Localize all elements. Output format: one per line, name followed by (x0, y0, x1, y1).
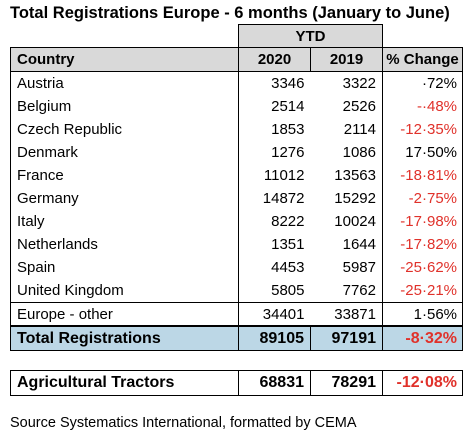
value-2020: 8222 (271, 213, 305, 230)
value-2019: 78291 (310, 370, 383, 396)
ytd-header-row: YTD (11, 24, 463, 48)
agricultural-tractors-row: Agricultural Tractors 68831 78291 -12·08… (10, 370, 463, 396)
value-2020: 68831 (238, 370, 311, 396)
table-row: Czech Republic 1853 2114 -12·35% (10, 118, 463, 141)
country-name: Agricultural Tractors (10, 370, 239, 396)
percent-change: -8·32% (382, 325, 463, 351)
percent-change: 1·56% (382, 302, 463, 326)
percent-change: -2·75% (382, 187, 463, 210)
value-2019: 2114 (310, 118, 383, 141)
value-2019: 2526 (310, 95, 383, 118)
table-row: Germany 14872 15292 -2·75% (10, 187, 463, 210)
column-header-2019: 2019 (310, 47, 383, 72)
table-row: United Kingdom 5805 7762 -25·21% (10, 279, 463, 303)
country-name: Netherlands (10, 233, 239, 256)
percent-change: -25·62% (382, 256, 463, 279)
value-2020: 1853 (271, 121, 305, 138)
country-name: Italy (10, 210, 239, 233)
column-header-country: Country (10, 47, 239, 72)
value-2020: 89105 (238, 325, 311, 351)
value-2020: 5805 (271, 282, 305, 299)
value-2020: 11012 (263, 167, 305, 184)
percent-change: -17·82% (382, 233, 463, 256)
table-row: Belgium 2514 2526 -·48% (10, 95, 463, 118)
europe-other-row: Europe - other 34401 33871 1·56% (10, 302, 463, 326)
page-title: Total Registrations Europe - 6 months (J… (10, 4, 450, 22)
table-row: Austria 3346 3322·72% (10, 71, 463, 95)
value-2019: 33871 (310, 302, 383, 326)
country-name: Denmark (10, 141, 239, 164)
percent-change: -12·08% (382, 370, 463, 396)
table-row: Denmark 1276 1086 17·50% (10, 141, 463, 164)
value-2020: 14872 (262, 190, 305, 207)
percent-change: -18·81% (382, 164, 463, 187)
value-2019: 13563 (310, 164, 383, 187)
percent-change: -12·35% (382, 118, 463, 141)
value-2019: 97191 (310, 325, 383, 351)
value-2020: 4453 (271, 259, 305, 276)
value-2020: 1351 (271, 236, 305, 253)
country-name: France (10, 164, 239, 187)
value-2019: 3322 (310, 71, 383, 95)
percent-change: 17·50% (382, 141, 463, 164)
column-header-row: Country 2020 2019 % Change (10, 47, 463, 72)
percent-change: -25·21% (382, 279, 463, 303)
percent-change: -17·98% (382, 210, 463, 233)
country-name: Europe - other (10, 302, 239, 326)
value-2019: 1086 (310, 141, 383, 164)
country-name: Austria (10, 71, 239, 95)
country-name: Belgium (10, 95, 239, 118)
table-row: Netherlands 1351 1644 -17·82% (10, 233, 463, 256)
table-row: Spain 4453 5987 -25·62% (10, 256, 463, 279)
column-header-change: % Change (382, 47, 463, 72)
table-row: France 11012 13563 -18·81% (10, 164, 463, 187)
country-name: Germany (10, 187, 239, 210)
value-2019: 15292 (310, 187, 383, 210)
column-header-2020: 2020 (238, 47, 311, 72)
value-2019: 5987 (310, 256, 383, 279)
country-name: Total Registrations (10, 325, 239, 351)
country-name: United Kingdom (10, 279, 239, 303)
country-name: Czech Republic (10, 118, 239, 141)
value-2020: 2514 (271, 98, 305, 115)
value-2019: 1644 (310, 233, 383, 256)
table-row: Italy 8222 10024 -17·98% (10, 210, 463, 233)
source-note: Source Systematics International, format… (10, 415, 357, 431)
value-2020: 34401 (238, 302, 311, 326)
tractors-table: Agricultural Tractors 68831 78291 -12·08… (10, 370, 463, 396)
total-registrations-row: Total Registrations 89105 97191 -8·32% (10, 325, 463, 351)
ytd-header: YTD (238, 24, 383, 48)
value-2019: 10024 (310, 210, 383, 233)
percent-change: ·72% (382, 71, 463, 95)
registrations-table: YTD Country 2020 2019 % Change Austria 33… (10, 24, 463, 351)
percent-change: -·48% (382, 95, 463, 118)
country-name: Spain (10, 256, 239, 279)
value-2019: 7762 (310, 279, 383, 303)
value-2020: 3346 (271, 75, 305, 92)
value-2020: 1276 (271, 144, 305, 161)
